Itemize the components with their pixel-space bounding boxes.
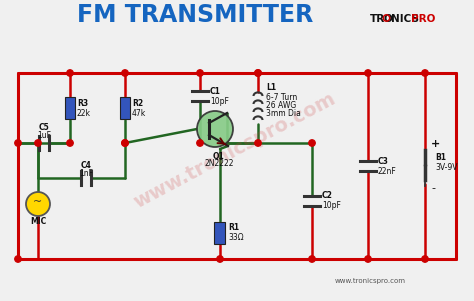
Text: 22nF: 22nF [378, 166, 397, 175]
Text: L1: L1 [266, 83, 276, 92]
Circle shape [122, 140, 128, 146]
Text: FM TRANSMITTER: FM TRANSMITTER [77, 3, 313, 27]
Text: Q1: Q1 [213, 151, 225, 160]
Text: 1nF: 1nF [80, 169, 93, 178]
Text: 10pF: 10pF [210, 97, 229, 105]
Text: www.tronicspro.com: www.tronicspro.com [335, 278, 405, 284]
Circle shape [255, 140, 261, 146]
Text: PRO: PRO [411, 14, 436, 24]
Text: 22k: 22k [77, 108, 91, 117]
Text: 3V-9V: 3V-9V [435, 163, 457, 172]
Text: 6-7 Turn: 6-7 Turn [266, 92, 297, 101]
Circle shape [15, 256, 21, 262]
Text: B1: B1 [435, 154, 446, 163]
Text: 3mm Dia: 3mm Dia [266, 110, 301, 119]
Circle shape [255, 70, 261, 76]
Bar [215, 222, 226, 244]
Text: MIC: MIC [30, 218, 46, 226]
Text: ~: ~ [33, 197, 43, 207]
Text: C5: C5 [38, 123, 49, 132]
Text: 10pF: 10pF [322, 201, 341, 210]
Text: C1: C1 [210, 86, 221, 95]
Circle shape [255, 70, 261, 76]
Circle shape [422, 70, 428, 76]
Circle shape [67, 140, 73, 146]
Text: C2: C2 [322, 191, 333, 200]
Circle shape [309, 256, 315, 262]
Text: R3: R3 [77, 98, 88, 107]
Text: R1: R1 [228, 224, 239, 232]
Text: 2N2222: 2N2222 [204, 160, 234, 169]
Circle shape [365, 70, 371, 76]
Text: C4: C4 [81, 160, 92, 169]
Circle shape [122, 70, 128, 76]
Circle shape [309, 140, 315, 146]
Circle shape [67, 70, 73, 76]
Circle shape [26, 192, 50, 216]
Text: TR: TR [370, 14, 385, 24]
Text: 26 AWG: 26 AWG [266, 101, 296, 110]
Circle shape [122, 140, 128, 146]
Text: R2: R2 [132, 98, 143, 107]
Circle shape [197, 140, 203, 146]
Circle shape [197, 111, 233, 147]
Text: 33Ω: 33Ω [228, 234, 244, 243]
Text: 47k: 47k [132, 108, 146, 117]
Circle shape [35, 140, 41, 146]
Text: +: + [431, 139, 440, 149]
Text: O: O [384, 14, 393, 24]
Circle shape [15, 140, 21, 146]
Text: -: - [431, 183, 435, 193]
Text: 1uF: 1uF [37, 132, 51, 141]
Text: C3: C3 [378, 157, 389, 166]
Bar [65, 97, 75, 119]
Circle shape [365, 256, 371, 262]
Circle shape [217, 256, 223, 262]
Circle shape [197, 70, 203, 76]
Circle shape [422, 256, 428, 262]
Text: www.tronicspro.com: www.tronicspro.com [131, 90, 339, 213]
Text: NICS: NICS [391, 14, 419, 24]
Bar [120, 97, 130, 119]
